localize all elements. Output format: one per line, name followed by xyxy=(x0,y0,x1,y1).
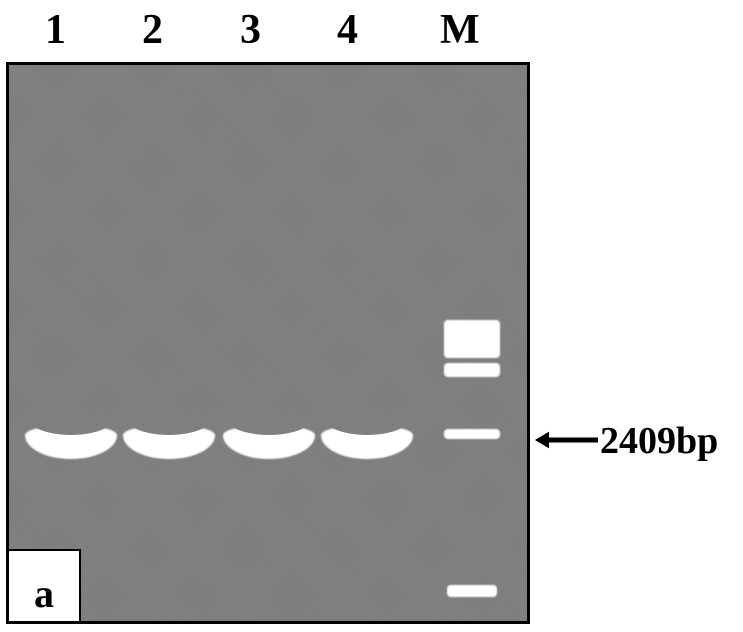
ladder-band-1 xyxy=(444,363,500,377)
ladder-band-3 xyxy=(447,585,497,597)
lane-label-M: M xyxy=(440,6,480,54)
lane-label-3: 3 xyxy=(240,6,261,54)
lane-label-4: 4 xyxy=(337,6,358,54)
arrow-icon xyxy=(531,425,602,455)
lane-labels-row: 1 2 3 4 M xyxy=(0,6,743,56)
panel-label-text: a xyxy=(34,570,54,617)
panel-label: a xyxy=(9,549,81,621)
size-annotation: 2409bp xyxy=(531,425,602,455)
ladder-band-2 xyxy=(444,429,500,439)
lane-label-2: 2 xyxy=(142,6,163,54)
lane-label-1: 1 xyxy=(45,6,66,54)
size-annotation-label: 2409bp xyxy=(600,419,718,463)
gel-image: a xyxy=(6,62,530,624)
ladder-band-0 xyxy=(444,320,500,358)
